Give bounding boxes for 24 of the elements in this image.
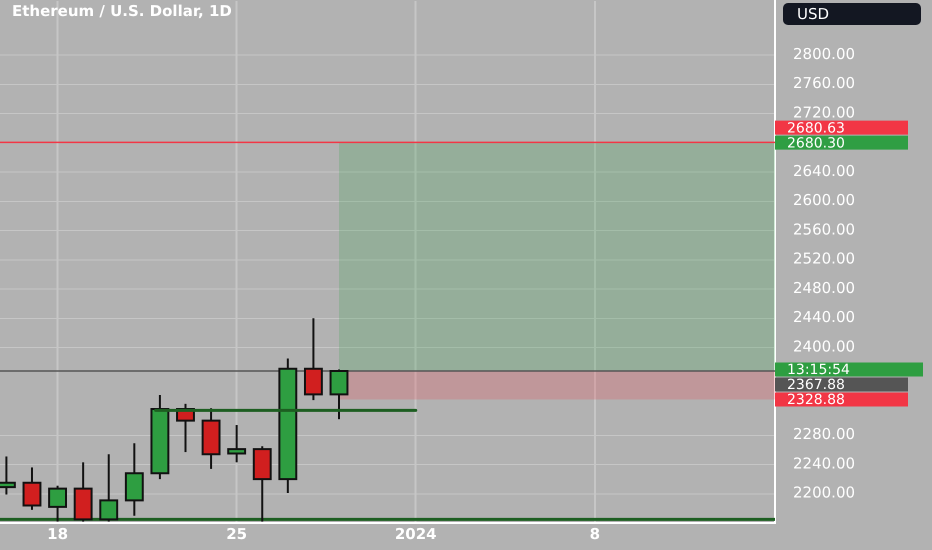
y-tick-label: 2480.00 <box>793 278 856 297</box>
band-label: 2328.88 <box>787 392 845 408</box>
x-tick-label: 25 <box>226 524 248 543</box>
y-tick-label: 2600.00 <box>793 191 856 210</box>
ref-line-label: 2680.63 <box>787 120 845 136</box>
y-tick-label: 2720.00 <box>793 103 856 122</box>
y-tick-label: 2560.00 <box>793 220 856 238</box>
chart-title: Ethereum / U.S. Dollar, 1D <box>12 2 232 20</box>
x-tick-label: 18 <box>47 524 68 543</box>
y-tick-label: 2280.00 <box>793 425 856 444</box>
y-tick-label: 2240.00 <box>793 454 856 472</box>
y-tick-label: 2760.00 <box>793 74 856 92</box>
y-tick-label: 2440.00 <box>793 308 856 326</box>
y-tick-label: 2400.00 <box>793 337 856 356</box>
band-label: 2680.30 <box>787 135 845 152</box>
text: USD <box>783 3 921 25</box>
y-tick-label: 2520.00 <box>793 250 856 268</box>
ref-line-label: 2367.88 <box>787 377 845 394</box>
y-tick-label: 2200.00 <box>793 484 856 502</box>
x-tick-label: 8 <box>590 524 600 543</box>
y-tick-label: 2800.00 <box>793 44 856 63</box>
text: 13:15:54 <box>787 362 850 378</box>
y-tick-label: 2640.00 <box>793 162 856 180</box>
x-tick-label: 2024 <box>394 524 437 543</box>
